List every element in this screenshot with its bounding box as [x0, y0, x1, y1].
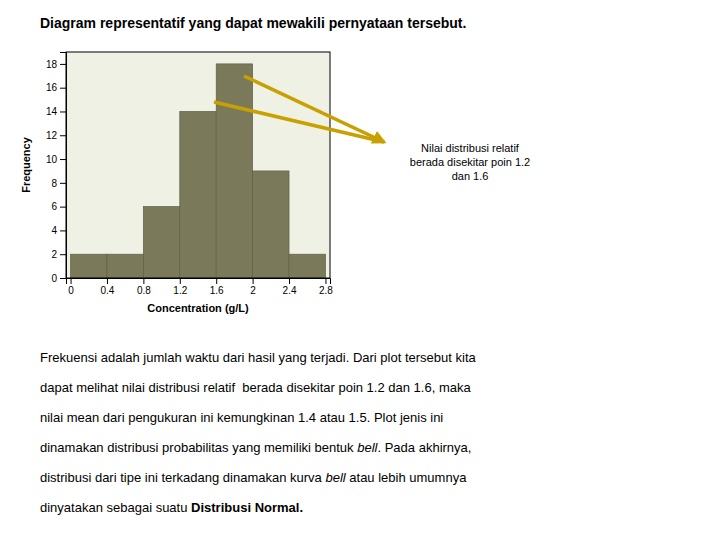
axis-line: [60, 53, 67, 279]
tick-mark: [216, 278, 217, 284]
tick: 1.2: [173, 278, 187, 296]
body-segment: Distribusi Normal.: [191, 500, 303, 515]
title: Diagram representatif yang dapat mewakil…: [40, 15, 466, 31]
tick-mark: [60, 88, 66, 89]
body-segment: dapat melihat nilai distribusi relatif b…: [40, 380, 471, 395]
tick: 14: [46, 106, 66, 117]
body-line: Frekuensi adalah jumlah waktu dari hasil…: [40, 350, 476, 365]
tick-mark: [180, 278, 181, 284]
tick-mark: [60, 159, 66, 160]
annotation-line: dan 1.6: [452, 170, 489, 182]
tick-label: 0: [51, 273, 57, 284]
tick-mark: [60, 278, 66, 279]
body-segment: distribusi dari tipe ini terkadang dinam…: [40, 470, 325, 485]
tick: 8: [51, 178, 66, 189]
bar: [180, 111, 216, 278]
body-segment: bell: [357, 440, 378, 455]
annotation: Nilai distribusi relatif berada disekitar…: [410, 142, 530, 182]
arrow: [244, 76, 384, 142]
y-axis-title: Frequency: [20, 136, 32, 193]
tick-label: 8: [51, 178, 57, 189]
tick-label: 14: [46, 106, 58, 117]
tick: 0.4: [101, 278, 115, 296]
tick-label: 16: [46, 82, 58, 93]
body-line: nilai mean dari pengukuran ini kemungkin…: [40, 410, 443, 425]
body-text: Frekuensi adalah jumlah waktu dari hasil…: [40, 350, 476, 515]
body-segment: Frekuensi adalah jumlah waktu dari hasil…: [40, 350, 476, 365]
body-segment: nilai mean dari pengukuran ini kemungkin…: [40, 410, 443, 425]
tick-label: 1.6: [210, 285, 224, 296]
tick-mark: [60, 230, 66, 231]
tick: 0: [68, 278, 74, 296]
tick-mark: [60, 64, 66, 65]
tick-label: 4: [51, 225, 57, 236]
bar: [107, 254, 143, 278]
annotation-line: berada disekitar poin 1.2: [410, 156, 530, 168]
tick-mark: [253, 278, 254, 284]
tick: 2: [250, 278, 256, 296]
tick-label: 2: [51, 249, 57, 260]
body-segment: dinamakan distribusi probabilitas yang m…: [40, 440, 357, 455]
tick-mark: [60, 183, 66, 184]
tick: 1.6: [210, 278, 224, 296]
body-segment: . Pada akhirnya,: [377, 440, 471, 455]
body-segment: dinyatakan sebagai suatu: [40, 500, 191, 515]
chart: Diagram representatif yang dapat mewakil…: [0, 0, 720, 540]
body-segment: bell: [325, 470, 346, 485]
tick-mark: [107, 278, 108, 284]
tick: 4: [51, 225, 66, 236]
annotation-line: Nilai distribusi relatif: [421, 142, 520, 154]
bar: [71, 254, 107, 278]
arrow: [214, 102, 384, 142]
axis-line: [67, 279, 331, 285]
plot-background: [66, 52, 330, 278]
tick-label: 2: [250, 285, 256, 296]
plot-frame: [66, 52, 330, 278]
tick: 2.4: [283, 278, 297, 296]
body-line: dinyatakan sebagai suatu Distribusi Norm…: [40, 500, 303, 515]
x-axis: 0 0.4 0.8 1.2 1.6 2 2.4 2.8: [67, 278, 334, 296]
tick-mark: [60, 135, 66, 136]
tick-mark: [289, 278, 290, 284]
tick: 12: [46, 130, 66, 141]
tick-label: 2.4: [283, 285, 297, 296]
tick: 2.8: [319, 278, 333, 296]
body-line: dinamakan distribusi probabilitas yang m…: [40, 440, 471, 455]
tick: 10: [46, 154, 66, 165]
tick-mark: [60, 254, 66, 255]
arrows: [214, 76, 384, 142]
tick-label: 0.4: [101, 285, 115, 296]
tick-mark: [60, 207, 66, 208]
bar: [289, 254, 325, 278]
tick-label: 18: [46, 59, 58, 70]
tick-label: 0: [68, 285, 74, 296]
tick-mark: [71, 278, 72, 284]
tick-mark: [60, 111, 66, 112]
tick-mark: [143, 278, 144, 284]
bar: [216, 64, 252, 278]
tick-label: 12: [46, 130, 58, 141]
tick: 0.8: [137, 278, 151, 296]
tick-mark: [325, 278, 326, 284]
body-line: dapat melihat nilai distribusi relatif b…: [40, 380, 471, 395]
tick: 0: [51, 273, 66, 284]
tick-label: 6: [51, 201, 57, 212]
tick-label: 1.2: [173, 285, 187, 296]
tick-label: 0.8: [137, 285, 151, 296]
bar: [253, 171, 289, 278]
bar: [143, 207, 179, 278]
x-axis-title: Concentration (g/L): [147, 302, 249, 314]
body-line: distribusi dari tipe ini terkadang dinam…: [40, 470, 467, 485]
tick: 6: [51, 201, 66, 212]
body-segment: atau lebih umumnya: [346, 470, 467, 485]
tick: 2: [51, 249, 66, 260]
tick-label: 2.8: [319, 285, 333, 296]
tick-label: 10: [46, 154, 58, 165]
tick: 16: [46, 82, 66, 93]
tick: 18: [46, 59, 66, 70]
y-axis: 0 2 4 6 8 10 12 14 16 18: [46, 53, 67, 284]
